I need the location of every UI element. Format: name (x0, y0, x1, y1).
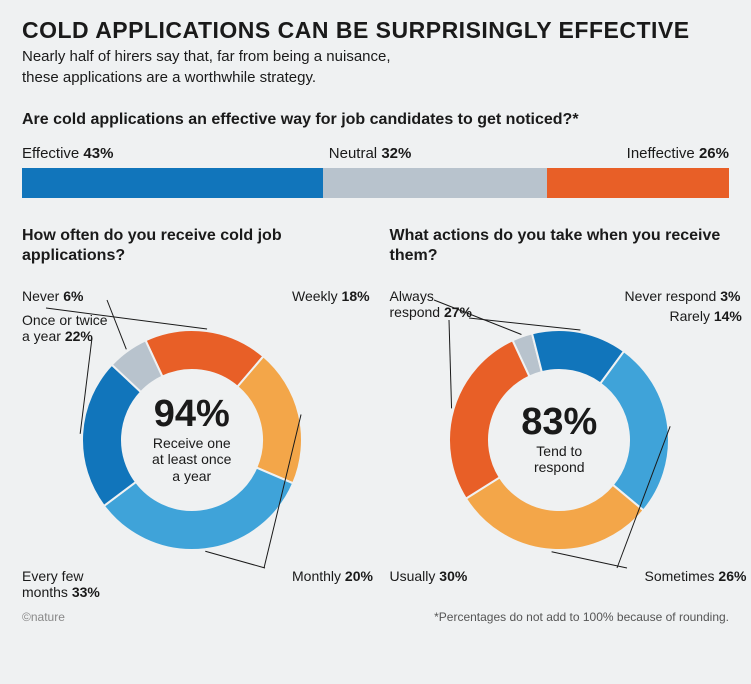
bar-label: Ineffective 26% (627, 145, 729, 162)
segment-label: Usually 30% (390, 568, 468, 585)
segment-label: Alwaysrespond 27% (390, 288, 473, 322)
donut-question: What actions do you take when you receiv… (390, 226, 730, 268)
leader-line (107, 300, 126, 349)
stacked-bar (22, 168, 729, 198)
bar-segment (323, 168, 547, 198)
segment-label: Never respond 3% (625, 288, 741, 305)
bar-question: Are cold applications an effective way f… (22, 110, 729, 131)
bar-label: Effective 43% (22, 145, 113, 162)
donut-wrap: 94%Receive oneat least oncea yearWeekly … (22, 280, 362, 600)
donut-segment (466, 477, 644, 550)
leader-line (449, 320, 452, 408)
donut-center-sub: Receive oneat least oncea year (122, 434, 262, 484)
segment-label: Never 6% (22, 288, 83, 305)
credit: ©nature (22, 610, 65, 624)
donut-center: 83%Tend torespond (489, 403, 629, 477)
footer: ©nature *Percentages do not add to 100% … (22, 610, 729, 624)
bar-segment (547, 168, 729, 198)
segment-label: Every fewmonths 33% (22, 568, 100, 602)
donut-column: How often do you receive cold job applic… (22, 226, 362, 600)
bar-segment (22, 168, 323, 198)
donuts-row: How often do you receive cold job applic… (22, 226, 729, 600)
donut-question: How often do you receive cold job applic… (22, 226, 362, 268)
bar-labels: Effective 43% Neutral 32% Ineffective 26% (22, 145, 729, 162)
donut-center: 94%Receive oneat least oncea year (122, 394, 262, 484)
bar-label: Neutral 32% (329, 145, 412, 162)
subhead: Nearly half of hirers say that, far from… (22, 47, 729, 88)
leader-line (205, 551, 265, 568)
segment-label: Monthly 20% (292, 568, 373, 585)
footnote: *Percentages do not add to 100% because … (434, 610, 729, 624)
donut-center-big: 83% (489, 403, 629, 441)
donut-column: What actions do you take when you receiv… (390, 226, 730, 600)
leader-line (552, 551, 627, 567)
donut-center-sub: Tend torespond (489, 443, 629, 477)
headline: COLD APPLICATIONS CAN BE SURPRISINGLY EF… (22, 18, 729, 43)
segment-label: Sometimes 26% (645, 568, 747, 585)
segment-label: Rarely 14% (670, 308, 742, 325)
leader-line (469, 318, 580, 330)
donut-center-big: 94% (122, 394, 262, 432)
segment-label: Weekly 18% (292, 288, 370, 305)
donut-wrap: 83%Tend torespondNever respond 3%Rarely … (390, 280, 730, 600)
segment-label: Once or twicea year 22% (22, 312, 108, 346)
